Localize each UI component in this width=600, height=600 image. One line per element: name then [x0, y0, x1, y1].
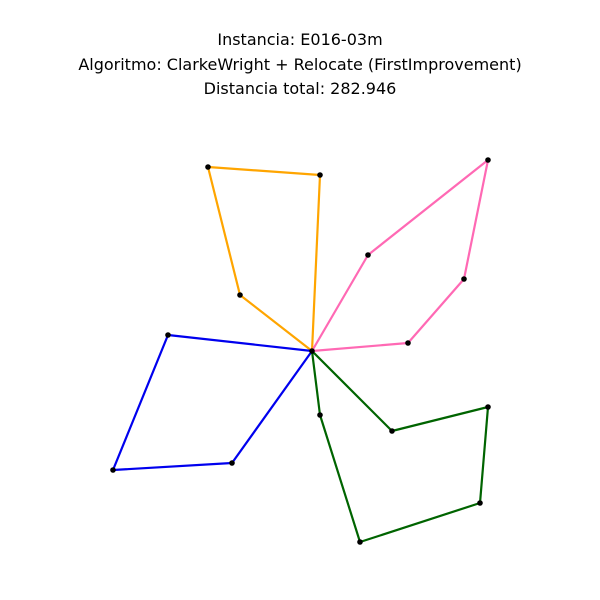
- customer-node-r3-2: [110, 467, 116, 473]
- customer-node-r4-1: [389, 428, 395, 434]
- title-block: Instancia: E016-03m Algoritmo: ClarkeWri…: [0, 28, 600, 102]
- customer-node-r3-3: [229, 460, 235, 466]
- algorithm-title: Algoritmo: ClarkeWright + Relocate (Firs…: [78, 54, 522, 74]
- route-line-3: [111, 333, 313, 472]
- route-line-2: [311, 158, 490, 353]
- customer-node-r2-3: [461, 276, 467, 282]
- customer-node-r4-2: [485, 404, 491, 410]
- customer-node-r3-1: [165, 332, 171, 338]
- depot-node: [309, 348, 315, 354]
- customer-node-r4-3: [477, 500, 483, 506]
- customer-node-r1-2: [205, 164, 211, 170]
- route-line-4: [310, 350, 490, 544]
- customer-node-r4-4: [357, 539, 363, 545]
- instance-title: Instancia: E016-03m: [217, 30, 383, 49]
- distance-title: Distancia total: 282.946: [203, 79, 397, 98]
- customer-node-r4-5: [317, 412, 323, 418]
- customer-node-r1-1: [237, 292, 243, 298]
- customer-node-r2-4: [405, 340, 411, 346]
- customer-node-r1-3: [317, 172, 323, 178]
- route-line-1: [206, 165, 322, 352]
- customer-node-r2-2: [485, 157, 491, 163]
- customer-node-r2-1: [365, 252, 371, 258]
